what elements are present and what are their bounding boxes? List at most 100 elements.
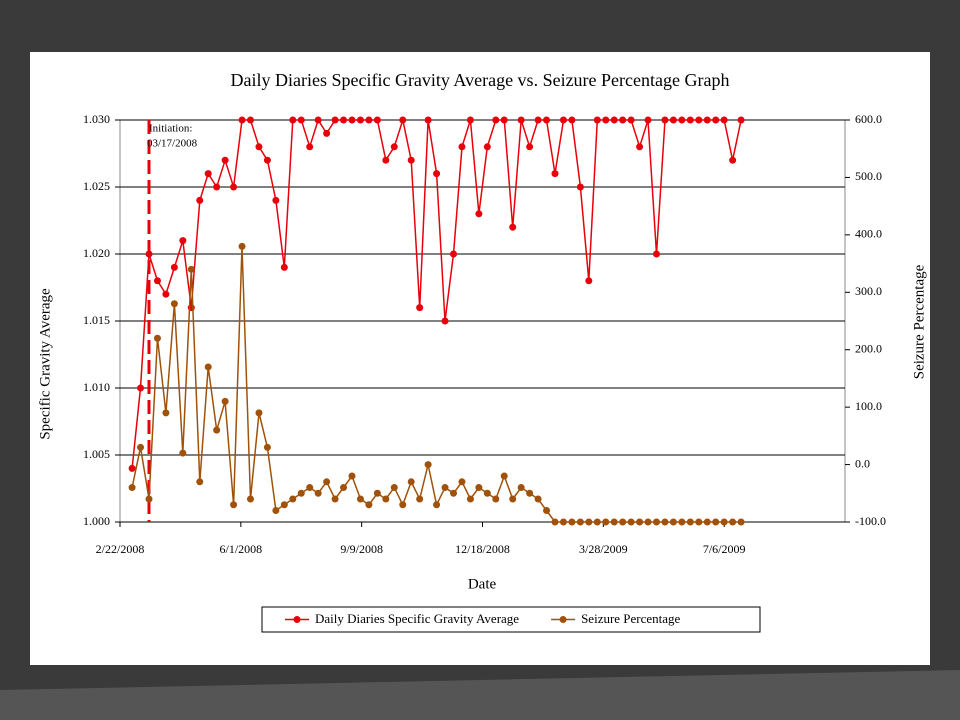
data-point bbox=[263, 443, 271, 451]
data-point bbox=[280, 263, 288, 271]
data-point bbox=[551, 170, 559, 178]
data-point bbox=[204, 170, 212, 178]
data-point bbox=[213, 183, 221, 191]
data-point bbox=[695, 116, 703, 124]
data-point bbox=[424, 461, 432, 469]
data-point bbox=[331, 495, 339, 503]
data-point bbox=[373, 489, 381, 497]
data-point bbox=[221, 156, 229, 164]
data-point bbox=[137, 384, 145, 392]
data-point bbox=[153, 277, 161, 285]
data-point bbox=[568, 518, 576, 526]
data-point bbox=[145, 250, 153, 258]
chart-title: Daily Diaries Specific Gravity Average v… bbox=[231, 70, 730, 90]
data-point bbox=[669, 116, 677, 124]
data-point bbox=[247, 116, 254, 124]
data-point bbox=[509, 223, 517, 231]
data-point bbox=[170, 300, 178, 308]
data-point bbox=[450, 489, 457, 497]
data-point bbox=[712, 116, 720, 124]
data-point bbox=[348, 116, 356, 124]
data-point bbox=[280, 501, 288, 509]
data-point bbox=[543, 507, 551, 515]
y-tick-label: 1.000 bbox=[83, 514, 110, 528]
legend-marker bbox=[559, 616, 567, 623]
data-point bbox=[128, 484, 136, 492]
data-point bbox=[416, 495, 424, 503]
data-point bbox=[306, 484, 314, 492]
data-point bbox=[255, 409, 263, 417]
data-point bbox=[500, 116, 508, 124]
y-tick-label: 1.015 bbox=[83, 313, 110, 327]
x-axis-label: Date bbox=[468, 576, 497, 592]
data-point bbox=[703, 116, 711, 124]
data-point bbox=[526, 143, 534, 151]
data-point bbox=[238, 116, 246, 124]
data-point bbox=[289, 116, 297, 124]
data-point bbox=[306, 143, 314, 151]
y2-tick-label: -100.0 bbox=[855, 514, 886, 528]
y-tick-label: 1.025 bbox=[83, 179, 110, 193]
data-point bbox=[230, 183, 238, 191]
data-point bbox=[323, 478, 331, 486]
data-point bbox=[627, 116, 635, 124]
data-point bbox=[433, 501, 441, 509]
data-point bbox=[255, 143, 263, 151]
y2-tick-label: 0.0 bbox=[855, 456, 870, 470]
data-point bbox=[407, 156, 415, 164]
data-point bbox=[238, 242, 246, 250]
data-point bbox=[636, 518, 644, 526]
data-point bbox=[568, 116, 576, 124]
data-point bbox=[340, 116, 348, 124]
y2-tick-label: 100.0 bbox=[855, 399, 882, 413]
x-tick-label: 6/1/2008 bbox=[219, 542, 262, 556]
data-point bbox=[323, 129, 331, 137]
data-point bbox=[137, 443, 145, 451]
data-point bbox=[593, 518, 601, 526]
data-point bbox=[661, 116, 669, 124]
data-point bbox=[686, 116, 694, 124]
y-tick-label: 1.030 bbox=[83, 112, 110, 126]
x-tick-label: 2/22/2008 bbox=[96, 542, 145, 556]
data-point bbox=[517, 116, 525, 124]
slide-stripe bbox=[0, 670, 960, 720]
data-point bbox=[297, 116, 305, 124]
data-point bbox=[466, 495, 474, 503]
data-point bbox=[551, 518, 559, 526]
data-point bbox=[348, 472, 356, 480]
data-point bbox=[247, 495, 254, 503]
data-point bbox=[390, 484, 398, 492]
data-point bbox=[720, 116, 728, 124]
data-point bbox=[712, 518, 720, 526]
data-point bbox=[450, 250, 457, 258]
data-point bbox=[356, 116, 364, 124]
data-point bbox=[314, 489, 322, 497]
y2-tick-label: 300.0 bbox=[855, 284, 882, 298]
data-point bbox=[458, 478, 466, 486]
data-point bbox=[636, 143, 644, 151]
data-point bbox=[145, 495, 153, 503]
data-point bbox=[559, 518, 567, 526]
data-point bbox=[297, 489, 305, 497]
y-tick-label: 1.020 bbox=[83, 246, 110, 260]
data-point bbox=[602, 116, 610, 124]
data-point bbox=[356, 495, 364, 503]
data-point bbox=[179, 237, 187, 245]
data-point bbox=[441, 484, 449, 492]
data-point bbox=[644, 116, 652, 124]
data-point bbox=[678, 518, 686, 526]
data-point bbox=[534, 495, 542, 503]
data-point bbox=[263, 156, 271, 164]
data-point bbox=[661, 518, 669, 526]
data-point bbox=[365, 501, 373, 509]
data-point bbox=[289, 495, 297, 503]
data-point bbox=[187, 265, 195, 273]
legend-label: Seizure Percentage bbox=[581, 611, 680, 626]
data-point bbox=[653, 250, 660, 258]
annotation: 03/17/2008 bbox=[147, 138, 198, 150]
data-point bbox=[162, 290, 170, 298]
data-point bbox=[492, 116, 500, 124]
data-point bbox=[619, 116, 627, 124]
data-point bbox=[272, 507, 280, 515]
